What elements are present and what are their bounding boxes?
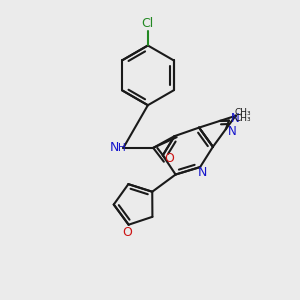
Text: Cl: Cl — [142, 16, 154, 30]
Text: CH₃: CH₃ — [235, 114, 252, 123]
Text: O: O — [164, 152, 174, 165]
Text: N: N — [110, 141, 119, 154]
Text: N: N — [231, 112, 240, 125]
Text: CH₃: CH₃ — [234, 108, 251, 117]
Text: O: O — [123, 226, 133, 239]
Text: H: H — [118, 143, 126, 153]
Text: N: N — [198, 166, 207, 179]
Text: N: N — [228, 125, 237, 138]
